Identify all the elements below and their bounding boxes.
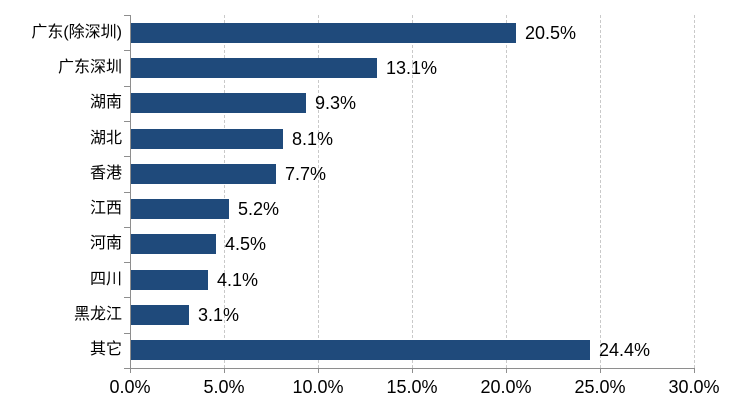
bar-value-label: 8.1% xyxy=(292,129,334,149)
x-tick-label: 20.0% xyxy=(480,377,532,397)
bar-value-label: 7.7% xyxy=(285,164,327,184)
bar xyxy=(131,129,283,149)
x-tick-label: 30.0% xyxy=(668,377,720,397)
bar xyxy=(131,305,189,325)
gridline xyxy=(600,15,601,368)
category-label: 其它 xyxy=(89,341,122,358)
gridline xyxy=(318,15,319,368)
x-tick-label: 0.0% xyxy=(109,377,151,397)
bar-value-label: 24.4% xyxy=(599,340,651,360)
category-label: 黑龙江 xyxy=(73,306,122,323)
gridline xyxy=(412,15,413,368)
bar-value-label: 13.1% xyxy=(386,58,438,78)
category-label: 广东(除深圳) xyxy=(31,24,122,41)
y-tick-mark xyxy=(124,85,130,87)
y-tick-mark xyxy=(124,120,130,122)
bar xyxy=(131,270,208,290)
bar xyxy=(131,164,276,184)
y-tick-mark xyxy=(124,191,130,193)
gridline xyxy=(506,15,507,368)
x-tick-label: 15.0% xyxy=(386,377,438,397)
bar-value-label: 4.5% xyxy=(225,234,267,254)
x-tick-mark xyxy=(130,368,131,373)
y-tick-mark xyxy=(124,332,130,334)
y-tick-mark xyxy=(124,368,130,369)
bar xyxy=(131,93,306,113)
gridline xyxy=(694,15,695,368)
bar-value-label: 5.2% xyxy=(238,199,280,219)
bar-value-label: 3.1% xyxy=(198,305,240,325)
category-label: 香港 xyxy=(89,165,122,182)
bar xyxy=(131,199,229,219)
bar xyxy=(131,23,516,43)
x-tick-label: 10.0% xyxy=(292,377,344,397)
x-tick-mark xyxy=(318,368,319,373)
x-tick-label: 5.0% xyxy=(203,377,245,397)
category-label: 湖北 xyxy=(89,130,122,147)
y-tick-mark xyxy=(124,297,130,299)
y-tick-mark xyxy=(124,226,130,228)
y-tick-mark xyxy=(124,156,130,158)
x-tick-mark xyxy=(224,368,225,373)
category-label: 河南 xyxy=(89,235,122,252)
category-label: 湖南 xyxy=(89,94,122,111)
y-tick-mark xyxy=(124,50,130,52)
bar xyxy=(131,340,590,360)
y-axis-line xyxy=(130,15,131,368)
bar-value-label: 20.5% xyxy=(525,23,577,43)
x-tick-mark xyxy=(412,368,413,373)
x-tick-mark xyxy=(506,368,507,373)
x-tick-mark xyxy=(600,368,601,373)
x-tick-mark xyxy=(694,368,695,373)
category-label: 江西 xyxy=(89,200,122,217)
bar xyxy=(131,58,377,78)
gridline xyxy=(224,15,225,368)
bar xyxy=(131,234,216,254)
category-label: 广东深圳 xyxy=(57,59,122,76)
y-tick-mark xyxy=(124,15,130,16)
y-tick-mark xyxy=(124,262,130,264)
category-label: 四川 xyxy=(89,271,122,288)
bar-value-label: 9.3% xyxy=(315,93,357,113)
bar-value-label: 4.1% xyxy=(217,270,259,290)
x-tick-label: 25.0% xyxy=(574,377,626,397)
